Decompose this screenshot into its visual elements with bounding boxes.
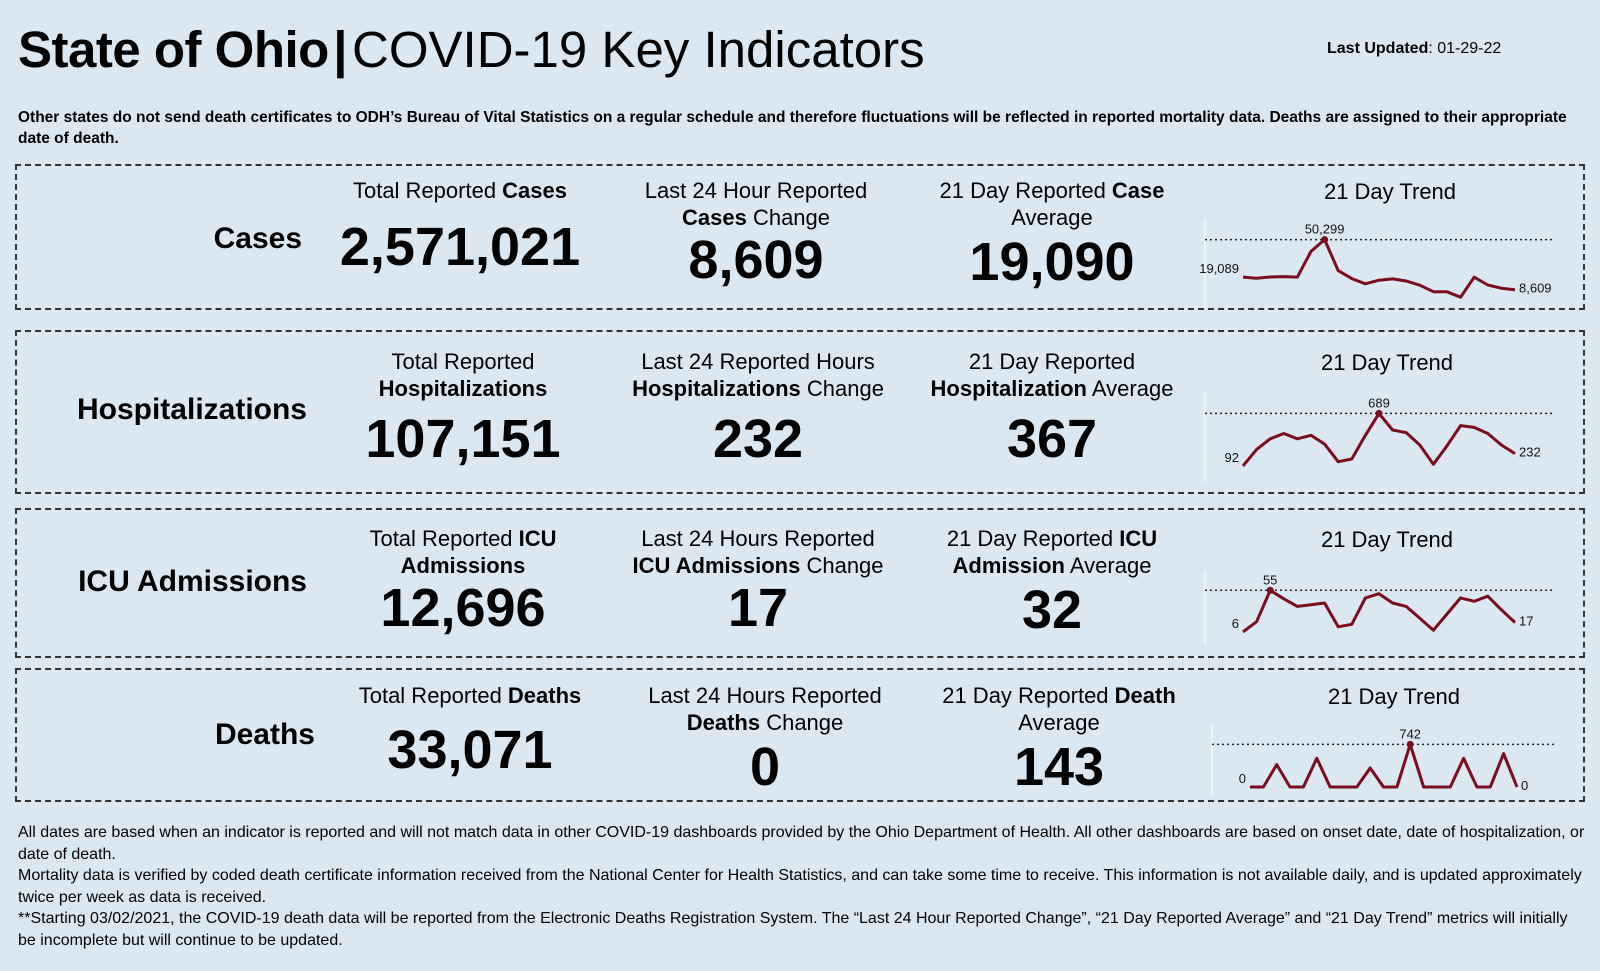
title-state: State of Ohio: [18, 21, 329, 78]
metric-label: Total Reported Hospitalizations: [378, 349, 548, 401]
metric-value: 2,571,021: [339, 217, 581, 277]
metric-24h-cases: Last 24 Hour Reported Cases Change 8,609: [606, 177, 906, 289]
metric-21d-icu: 21 Day Reported ICU Admission Average 32: [902, 525, 1202, 639]
trend-title: 21 Day Trend: [1327, 684, 1461, 709]
last-updated: Last Updated: 01-29-22: [1327, 40, 1501, 58]
metric-24h-deaths: Last 24 Hours Reported Deaths Change 0: [615, 682, 915, 796]
footer-note: Mortality data is verified by coded deat…: [18, 867, 1582, 906]
metric-label: Last 24 Hour Reported Cases Change: [644, 178, 868, 230]
sparkline-peak-marker: [1406, 740, 1414, 748]
row-label-icu: ICU Admissions: [78, 565, 307, 598]
sparkline-series: [1241, 411, 1516, 467]
metric-total-icu: Total Reported ICU Admissions 12,696: [313, 525, 613, 637]
row-label-deaths: Deaths: [214, 718, 315, 751]
sparkline-start-label: 0: [1239, 771, 1246, 786]
panel-icu: [15, 508, 1585, 658]
trend-title: 21 Day Trend: [1320, 527, 1454, 552]
metric-label: Total Reported ICU Admissions: [369, 526, 557, 578]
metric-label: Last 24 Hours Reported Deaths Change: [648, 683, 882, 735]
metric-total-hospitalizations: Total Reported Hospitalizations 107,151: [313, 348, 613, 468]
metric-value: 107,151: [365, 409, 561, 469]
metric-value: 367: [1006, 409, 1098, 469]
sparkline-peak-marker: [1266, 586, 1274, 594]
metric-total-deaths: Total Reported Deaths 33,071: [320, 682, 620, 779]
metric-value: 0: [749, 737, 781, 797]
panel-deaths: [15, 668, 1585, 802]
metric-value: 143: [1013, 737, 1105, 797]
sparkline-cases: 19,089 50,299 8,609: [1199, 218, 1555, 308]
metric-label: 21 Day Reported ICU Admission Average: [946, 526, 1158, 578]
sparkline-start-label: 6: [1232, 616, 1239, 631]
sparkline-series: [1242, 238, 1516, 299]
sparkline-peak-label: 742: [1399, 726, 1421, 741]
metric-total-cases: Total Reported Cases 2,571,021: [310, 177, 610, 276]
last-updated-label: Last Updated: [1327, 40, 1429, 57]
sparkline-peak-label: 50,299: [1305, 222, 1345, 237]
sparkline-end-label: 17: [1519, 614, 1533, 629]
metric-value: 17: [727, 578, 789, 638]
sparkline-peak-label: 689: [1368, 395, 1390, 410]
metric-label: Last 24 Reported Hours Hospitalizations C…: [632, 349, 884, 401]
title-separator: |: [333, 21, 348, 78]
metric-24h-icu: Last 24 Hours Reported ICU Admissions Cha…: [608, 525, 908, 637]
footer-note: All dates are based when an indicator is…: [18, 824, 1585, 863]
top-note: Other states do not send death certifica…: [18, 109, 1567, 147]
sparkline-svg: 92 689 232: [1204, 392, 1555, 482]
sparkline-end-label: 232: [1519, 445, 1541, 460]
metric-value: 8,609: [688, 230, 824, 290]
metric-label: Total Reported Deaths: [358, 683, 582, 708]
title-subject: COVID-19 Key Indicators: [352, 21, 925, 78]
sparkline-series: [1242, 588, 1517, 634]
sparkline-svg: 0 742 0: [1211, 725, 1557, 795]
sparkline-series: [1250, 742, 1519, 789]
sparkline-end-label: 8,609: [1519, 281, 1552, 296]
metric-value: 32: [1021, 580, 1083, 640]
footer-note: **Starting 03/02/2021, the COVID-19 deat…: [18, 910, 1568, 949]
footer-notes: All dates are based when an indicator is…: [18, 822, 1588, 951]
metric-value: 232: [712, 409, 804, 469]
sparkline-end-label: 0: [1521, 778, 1528, 793]
row-label-hospitalizations: Hospitalizations: [76, 393, 307, 426]
metric-value: 19,090: [969, 232, 1135, 292]
sparkline-icu: 6 55 17: [1204, 570, 1555, 645]
metric-label: Last 24 Hours Reported ICU Admissions Cha…: [632, 526, 884, 578]
sparkline-peak-label: 55: [1263, 572, 1277, 587]
trend-title: 21 Day Trend: [1320, 350, 1454, 375]
page-title: State of Ohio | COVID-19 Key Indicators: [18, 20, 925, 79]
last-updated-value: : 01-29-22: [1428, 40, 1502, 57]
row-label-cases: Cases: [213, 222, 302, 255]
metric-21d-deaths: 21 Day Reported Death Average 143: [909, 682, 1209, 796]
metric-label: 21 Day Reported Case Average: [939, 178, 1165, 230]
sparkline-start-label: 19,089: [1199, 261, 1239, 276]
metric-value: 12,696: [380, 578, 546, 638]
metric-21d-cases: 21 Day Reported Case Average 19,090: [902, 177, 1202, 291]
trend-title: 21 Day Trend: [1323, 179, 1457, 204]
metric-label: Total Reported Cases: [352, 178, 568, 203]
metric-value: 33,071: [387, 720, 553, 780]
panel-cases: [15, 164, 1585, 310]
panel-hospitalizations: [15, 330, 1585, 494]
metric-label: 21 Day Reported Hospitalization Average: [930, 349, 1174, 401]
sparkline-hospitalizations: 92 689 232: [1204, 392, 1555, 482]
sparkline-start-label: 92: [1225, 450, 1239, 465]
metric-24h-hospitalizations: Last 24 Reported Hours Hospitalizations C…: [608, 348, 908, 468]
sparkline-deaths: 0 742 0: [1211, 725, 1557, 795]
sparkline-peak-marker: [1375, 409, 1383, 417]
sparkline-svg: 19,089 50,299 8,609: [1199, 218, 1555, 308]
sparkline-svg: 6 55 17: [1204, 570, 1555, 645]
metric-21d-hospitalizations: 21 Day Reported Hospitalization Average 3…: [902, 348, 1202, 468]
sparkline-peak-marker: [1321, 236, 1329, 244]
metric-label: 21 Day Reported Death Average: [942, 683, 1176, 735]
